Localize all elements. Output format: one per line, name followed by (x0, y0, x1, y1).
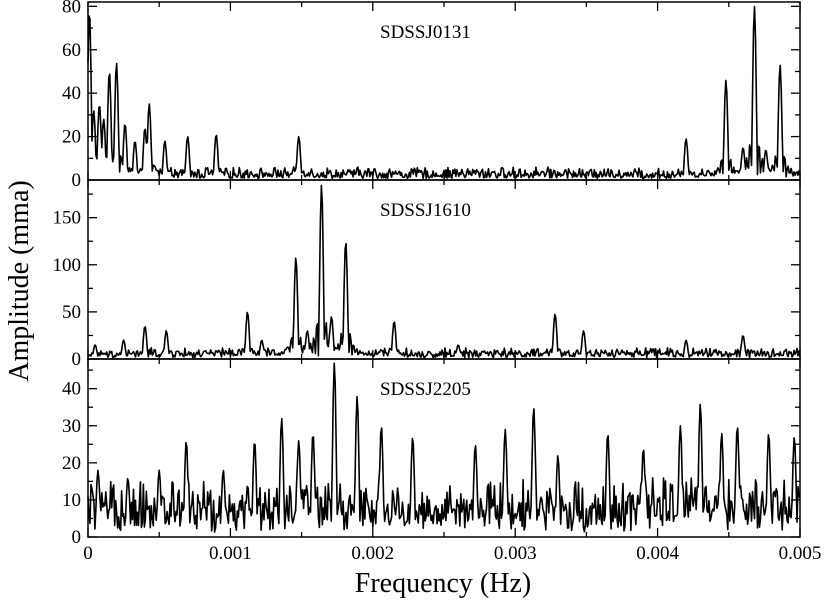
panel-sdssj2205: 0 10 20 30 40 SDSSJ2205 (62, 358, 801, 548)
x-tick-label: 0.001 (209, 543, 252, 564)
y-tick-label: 20 (62, 453, 81, 474)
y-tick-label: 0 (72, 349, 82, 370)
x-tick-label: 0.002 (351, 543, 394, 564)
y-tick-label: 0 (72, 527, 82, 548)
x-tick-label: 0 (83, 543, 93, 564)
y-tick-label: 80 (62, 0, 81, 17)
x-axis-title: Frequency (Hz) (355, 568, 531, 599)
x-tick-label: 0.004 (636, 543, 679, 564)
series-line-sdssj0131 (87, 5, 801, 180)
y-tick-label: 150 (53, 208, 82, 229)
panel-label: SDSSJ1610 (380, 200, 471, 221)
y-tick-label: 50 (62, 302, 81, 323)
panel-label: SDSSJ0131 (380, 22, 471, 43)
panels-group: 0 20 40 60 80 SDSSJ0131 0 50 100 150 SDSSJ1610 0 10 2… (53, 0, 801, 548)
x-axis: 0 0.001 0.002 0.003 0.004 0.005 (83, 543, 821, 564)
y-tick-label: 20 (62, 127, 81, 148)
y-tick-label: 10 (62, 490, 81, 511)
panel-label: SDSSJ2205 (380, 379, 471, 400)
panel-sdssj1610: 0 50 100 150 SDSSJ1610 (53, 179, 801, 370)
x-tick-label: 0.003 (494, 543, 537, 564)
y-tick-label: 100 (53, 255, 82, 276)
y-tick-label: 0 (72, 170, 82, 191)
y-tick-label: 30 (62, 416, 81, 437)
y-axis-title: Amplitude (mma) (4, 180, 35, 381)
panel-sdssj0131: 0 20 40 60 80 SDSSJ0131 (62, 0, 801, 191)
y-tick-label: 40 (62, 379, 81, 400)
series-line-sdssj2205 (87, 362, 801, 533)
y-tick-label: 60 (62, 40, 81, 61)
y-tick-label: 40 (62, 83, 81, 104)
x-tick-label: 0.005 (779, 543, 822, 564)
